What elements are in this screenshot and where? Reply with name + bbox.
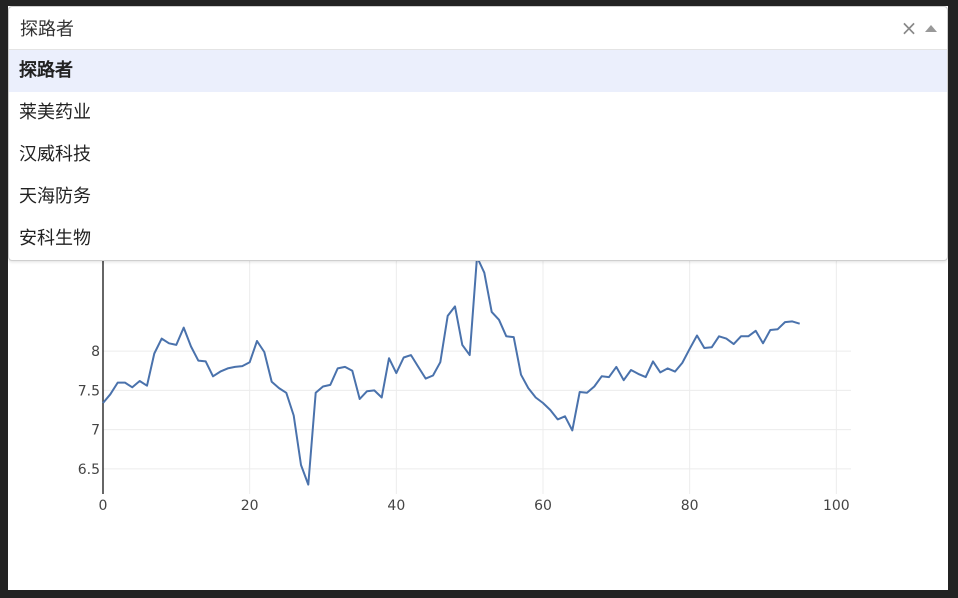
series-layer	[102, 256, 800, 486]
app-frame: 0 20 40 60 80 100 6.5 7 7.5 8 × 探路者 莱美药业 汉威科技 天海防…	[8, 6, 948, 590]
x-tick-label: 0	[99, 498, 108, 514]
y-tick-label: 8	[91, 344, 100, 360]
options-menu: 探路者 莱美药业 汉威科技 天海防务 安科生物	[9, 50, 947, 260]
select-control[interactable]: ×	[9, 7, 947, 50]
stock-select-dropdown[interactable]: × 探路者 莱美药业 汉威科技 天海防务 安科生物	[8, 6, 948, 261]
option-item[interactable]: 天海防务	[19, 186, 91, 207]
x-tick-label: 80	[681, 498, 699, 514]
x-tick-label: 20	[241, 498, 259, 514]
x-tick-label: 40	[387, 498, 405, 514]
line-chart: 0 20 40 60 80 100 6.5 7 7.5 8	[78, 206, 851, 514]
x-tick-label: 100	[823, 498, 850, 514]
option-item[interactable]: 莱美药业	[19, 102, 91, 123]
x-tick-label: 60	[534, 498, 552, 514]
chevron-up-icon[interactable]	[921, 15, 941, 41]
search-input[interactable]	[20, 13, 880, 43]
tick-labels: 0 20 40 60 80 100 6.5 7 7.5 8	[78, 344, 850, 514]
option-item[interactable]: 安科生物	[19, 228, 91, 249]
y-tick-label: 7.5	[78, 383, 100, 399]
series-line	[102, 256, 800, 486]
y-tick-label: 6.5	[78, 462, 100, 478]
option-item[interactable]: 汉威科技	[19, 144, 91, 165]
clear-icon[interactable]: ×	[900, 16, 918, 40]
y-tick-label: 7	[91, 423, 100, 439]
option-item[interactable]: 探路者	[9, 50, 947, 92]
